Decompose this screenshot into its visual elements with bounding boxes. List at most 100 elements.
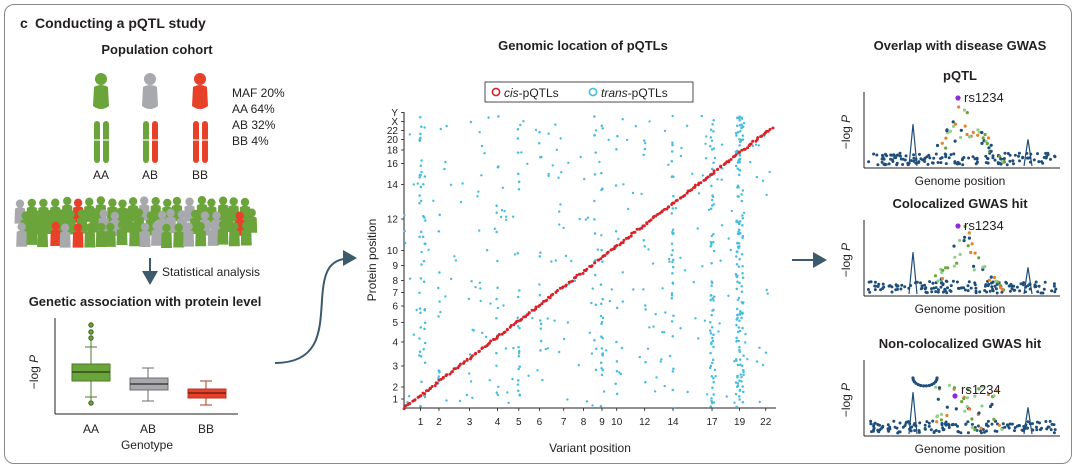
gwas-point xyxy=(1052,284,1056,288)
trans-pqtl-point xyxy=(517,367,520,371)
trans-pqtl-point xyxy=(559,203,562,206)
gwas-point xyxy=(916,161,920,165)
trans-pqtl-point xyxy=(709,136,713,139)
trans-pqtl-point xyxy=(424,219,427,222)
gwas-point xyxy=(920,286,924,290)
trans-pqtl-point xyxy=(558,350,561,354)
gwas-ld-point xyxy=(967,135,972,139)
gwas-point xyxy=(937,288,940,292)
trans-pqtl-point xyxy=(734,164,738,168)
trans-pqtl-point xyxy=(680,146,683,150)
trans-pqtl-point xyxy=(670,294,674,297)
trans-pqtl-point xyxy=(423,361,427,365)
trans-pqtl-point xyxy=(736,232,740,236)
trans-pqtl-point xyxy=(419,185,423,189)
trans-pqtl-point xyxy=(648,326,651,329)
trans-pqtl-point xyxy=(418,194,421,197)
gwas-point xyxy=(961,163,965,167)
gwas-ld-point xyxy=(980,404,984,408)
gwas-ld-point xyxy=(953,255,957,259)
cis-pqtl-point xyxy=(575,273,579,277)
crowd-person-icon xyxy=(43,209,55,235)
trans-pqtl-point xyxy=(517,352,521,355)
gwas-point xyxy=(994,287,998,291)
trans-pqtl-point xyxy=(602,390,606,393)
trans-pqtl-point xyxy=(741,138,745,141)
trans-pqtl-point xyxy=(663,129,667,133)
trans-pqtl-point xyxy=(432,199,435,202)
trans-pqtl-point xyxy=(544,348,547,351)
trans-pqtl-point xyxy=(601,353,604,356)
gwas-point xyxy=(990,285,994,289)
trans-pqtl-point xyxy=(423,321,427,325)
map-y-tick-label: 1 xyxy=(392,395,398,406)
trans-pqtl-point xyxy=(733,360,736,363)
cis-pqtl-point xyxy=(654,214,658,218)
cis-pqtl-point xyxy=(746,146,750,150)
trans-pqtl-point xyxy=(501,186,505,189)
trans-pqtl-point xyxy=(735,255,738,258)
trans-pqtl-point xyxy=(553,319,556,322)
lead-snp-label: rs1234 xyxy=(964,90,1004,105)
map-y-tick-label: 7 xyxy=(392,288,398,299)
gwas-point xyxy=(1026,156,1030,160)
gwas-ld-point xyxy=(937,386,942,390)
trans-pqtl-point xyxy=(423,341,427,345)
trans-pqtl-point xyxy=(739,373,742,376)
trans-pqtl-point xyxy=(507,401,510,404)
gwas-y-axis-label: −log P xyxy=(839,243,853,277)
trans-pqtl-point xyxy=(709,298,712,302)
cis-pqtl-point xyxy=(599,257,603,261)
trans-pqtl-point xyxy=(499,215,503,219)
crowd-person-icon xyxy=(173,223,185,248)
gwas-point xyxy=(1019,282,1023,286)
gwas-ld-point xyxy=(980,130,984,135)
trans-pqtl-point xyxy=(643,147,647,151)
trans-pqtl-point xyxy=(495,297,498,301)
gwas-point xyxy=(912,153,916,157)
trans-pqtl-point xyxy=(741,276,745,279)
map-y-tick-label: 5 xyxy=(392,318,398,329)
trans-pqtl-point xyxy=(672,194,675,198)
trans-pqtl-point xyxy=(593,199,596,203)
trans-pqtl-point xyxy=(710,401,714,405)
trans-pqtl-point xyxy=(591,287,594,290)
cis-pqtl-point xyxy=(402,407,406,411)
gwas-ld-point xyxy=(972,268,976,272)
gwas-point xyxy=(944,155,948,159)
trans-pqtl-point xyxy=(758,346,761,349)
cis-pqtl-point xyxy=(606,250,610,254)
trans-pqtl-point xyxy=(614,230,618,233)
map-x-tick-label: 6 xyxy=(537,417,543,428)
gwas-ld-point xyxy=(995,389,999,393)
gwas-point xyxy=(880,426,884,430)
trans-pqtl-point xyxy=(679,256,682,259)
gwas-point xyxy=(928,156,932,160)
trans-pqtl-point xyxy=(476,195,479,198)
trans-pqtl-point xyxy=(437,286,440,290)
trans-pqtl-point xyxy=(738,220,742,223)
trans-pqtl-point xyxy=(671,248,675,252)
trans-pqtl-point xyxy=(734,357,738,361)
gwas-ld-point xyxy=(965,396,970,400)
trans-pqtl-point xyxy=(738,319,741,322)
trans-pqtl-point xyxy=(679,327,682,330)
trans-pqtl-point xyxy=(560,171,563,174)
trans-pqtl-point xyxy=(740,375,743,379)
trans-pqtl-point xyxy=(593,134,596,137)
trans-pqtl-point xyxy=(741,385,744,388)
trans-pqtl-point xyxy=(516,383,520,386)
cis-pqtl-point xyxy=(729,157,733,161)
trans-pqtl-point xyxy=(516,324,520,328)
gwas-ld-point xyxy=(966,244,970,248)
trans-pqtl-point xyxy=(555,148,559,151)
gwas-point xyxy=(930,287,933,291)
gwas-point xyxy=(952,152,956,156)
trans-pqtl-point xyxy=(765,288,768,292)
trans-pqtl-point xyxy=(701,174,705,177)
gwas-point xyxy=(873,288,877,292)
gwas-point xyxy=(975,160,979,164)
trans-pqtl-point xyxy=(741,134,745,137)
cis-pqtl-point xyxy=(615,244,619,247)
gwas-point xyxy=(1018,289,1022,293)
